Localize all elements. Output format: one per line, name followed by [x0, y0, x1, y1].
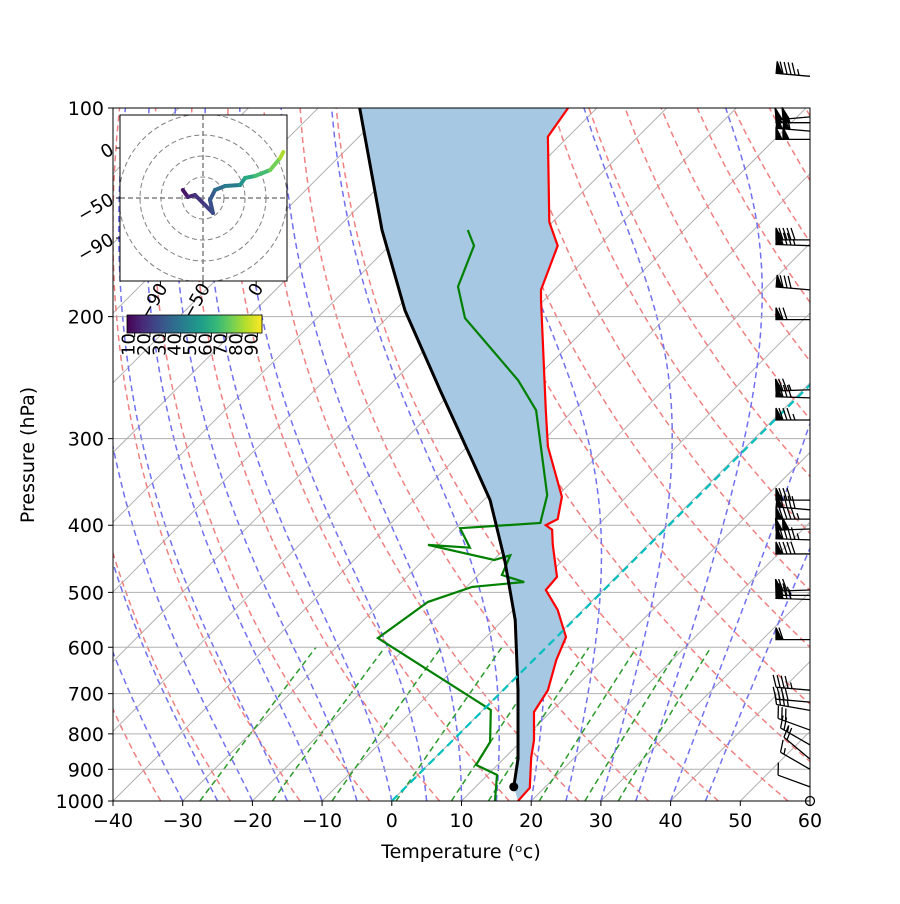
x-tick-label: 10 — [449, 810, 473, 832]
x-tick-label: 30 — [589, 810, 613, 832]
y-tick-label: 300 — [68, 429, 104, 451]
x-tick-label: 20 — [519, 810, 543, 832]
x-tick-label: 50 — [728, 810, 752, 832]
y-tick-label: 800 — [68, 724, 104, 746]
y-tick-label: 400 — [68, 515, 104, 537]
y-tick-label: 700 — [68, 684, 104, 706]
x-tick-label: −10 — [302, 810, 342, 832]
x-tick-label: 0 — [386, 810, 398, 832]
x-tick-label: 40 — [659, 810, 683, 832]
colorbar-tick-label: 90 — [241, 333, 262, 356]
x-tick-label: −20 — [232, 810, 272, 832]
y-tick-label: 200 — [68, 307, 104, 329]
hodograph-segment — [225, 185, 240, 186]
colorbar — [127, 315, 262, 333]
x-tick-label: −40 — [93, 810, 133, 832]
y-tick-label: 600 — [68, 637, 104, 659]
x-axis-label: Temperature (ᵒc) — [380, 841, 541, 863]
y-tick-label: 500 — [68, 582, 104, 604]
x-tick-label: −30 — [163, 810, 203, 832]
y-tick-label: 100 — [68, 98, 104, 120]
hodograph-segment — [280, 152, 283, 158]
parcel-start — [509, 782, 518, 791]
y-axis-label: Pressure (hPa) — [17, 387, 39, 523]
y-tick-label: 900 — [68, 759, 104, 781]
x-tick-label: 60 — [798, 810, 822, 832]
